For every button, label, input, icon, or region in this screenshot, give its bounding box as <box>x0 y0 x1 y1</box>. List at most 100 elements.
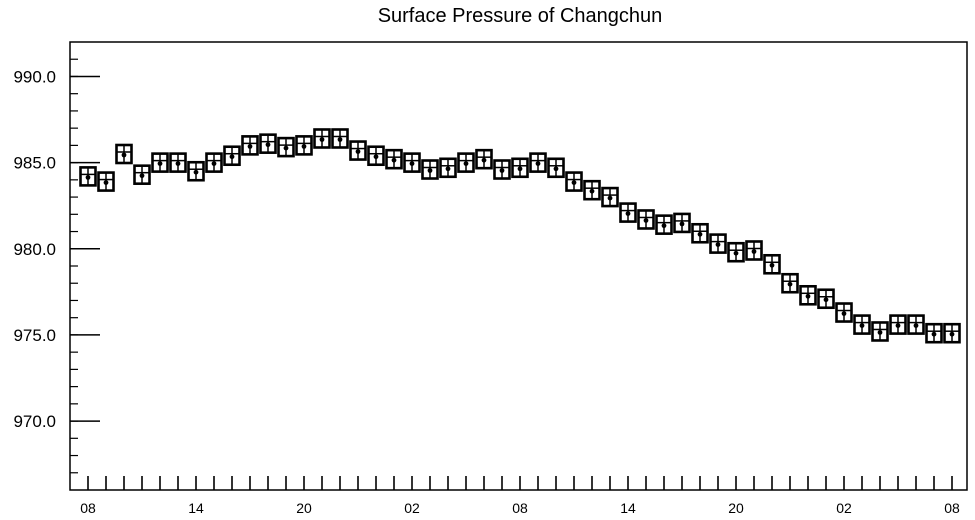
marker-dot <box>175 161 181 167</box>
marker-dot <box>535 161 541 167</box>
data-point <box>259 133 277 154</box>
data-point <box>799 284 817 306</box>
data-point <box>295 135 313 156</box>
data-point <box>205 152 223 173</box>
marker-dot <box>85 175 91 180</box>
marker-dot <box>841 311 847 316</box>
y-tick-label: 985.0 <box>13 154 56 173</box>
marker-dot <box>499 168 505 173</box>
data-point <box>691 222 709 244</box>
data-point <box>475 148 493 170</box>
marker-dot <box>661 223 667 229</box>
marker-dot <box>265 142 271 148</box>
data-point <box>421 159 439 180</box>
data-point <box>385 148 403 170</box>
data-point <box>583 179 601 201</box>
marker-dot <box>301 143 307 149</box>
data-point <box>367 145 385 167</box>
data-point <box>601 186 619 208</box>
data-point <box>853 314 871 335</box>
x-tick-label: 14 <box>620 500 636 516</box>
marker-dot <box>805 293 811 299</box>
marker-dot <box>391 157 397 163</box>
data-point <box>277 136 295 158</box>
marker-dot <box>733 250 739 256</box>
marker-dot <box>481 157 487 163</box>
x-tick-label: 08 <box>512 500 528 516</box>
data-point <box>187 160 205 182</box>
y-axis: 970.0 975.0 980.0 985.0 990.0 <box>13 67 100 431</box>
data-point <box>547 157 565 179</box>
marker-dot <box>877 330 883 335</box>
data-point <box>313 128 331 149</box>
marker-dot <box>229 154 235 160</box>
x-tick-label: 20 <box>296 500 312 516</box>
x-axis: 08 14 20 02 08 14 20 02 08 <box>80 476 960 516</box>
data-series <box>79 128 961 344</box>
x-tick-label: 08 <box>944 500 960 516</box>
x-tick-label: 02 <box>836 500 852 516</box>
data-point <box>655 214 673 235</box>
marker-dot <box>571 180 577 185</box>
marker-dot <box>157 161 163 167</box>
marker-dot <box>769 262 775 268</box>
marker-dot <box>193 169 199 175</box>
y-tick-label: 990.0 <box>13 67 56 86</box>
minor-ticks <box>70 58 78 474</box>
data-point <box>97 171 115 192</box>
data-point <box>223 145 241 167</box>
marker-dot <box>427 168 433 173</box>
marker-dot <box>211 161 217 167</box>
data-point <box>781 272 799 294</box>
x-tick-label: 14 <box>188 500 204 516</box>
x-tick-label: 20 <box>728 500 744 516</box>
data-point <box>493 159 511 180</box>
marker-dot <box>337 137 343 142</box>
marker-dot <box>553 166 559 172</box>
data-point <box>115 143 133 165</box>
data-point <box>79 166 97 187</box>
marker-dot <box>409 161 415 167</box>
marker-dot <box>139 173 145 179</box>
data-point <box>727 241 745 263</box>
data-point <box>871 321 889 342</box>
data-point <box>745 240 763 261</box>
data-point <box>925 322 943 344</box>
marker-dot <box>679 221 685 227</box>
marker-dot <box>895 323 901 328</box>
y-tick-label: 970.0 <box>13 412 56 431</box>
data-point <box>817 288 835 310</box>
data-point <box>331 128 349 149</box>
marker-dot <box>283 145 289 151</box>
marker-dot <box>607 195 613 201</box>
x-tick-label: 02 <box>404 500 420 516</box>
y-tick-label: 980.0 <box>13 240 56 259</box>
marker-dot <box>625 211 631 216</box>
data-point <box>151 152 169 173</box>
marker-dot <box>931 331 937 337</box>
marker-dot <box>859 323 865 328</box>
data-point <box>241 135 259 156</box>
marker-dot <box>751 249 757 254</box>
data-point <box>511 157 529 179</box>
marker-dot <box>463 161 469 167</box>
marker-dot <box>445 166 451 172</box>
marker-dot <box>355 149 361 154</box>
marker-dot <box>589 188 595 194</box>
marker-dot <box>247 143 253 149</box>
data-point <box>529 152 547 173</box>
marker-dot <box>517 166 523 172</box>
data-point <box>169 152 187 173</box>
data-point <box>763 253 781 275</box>
y-tick-label: 975.0 <box>13 326 56 345</box>
marker-dot <box>715 242 721 247</box>
marker-dot <box>913 323 919 328</box>
data-point <box>889 314 907 335</box>
data-point <box>709 233 727 254</box>
data-point <box>133 164 151 185</box>
data-point <box>439 157 457 179</box>
marker-dot <box>103 180 109 185</box>
marker-dot <box>697 231 703 237</box>
marker-dot <box>949 331 955 337</box>
